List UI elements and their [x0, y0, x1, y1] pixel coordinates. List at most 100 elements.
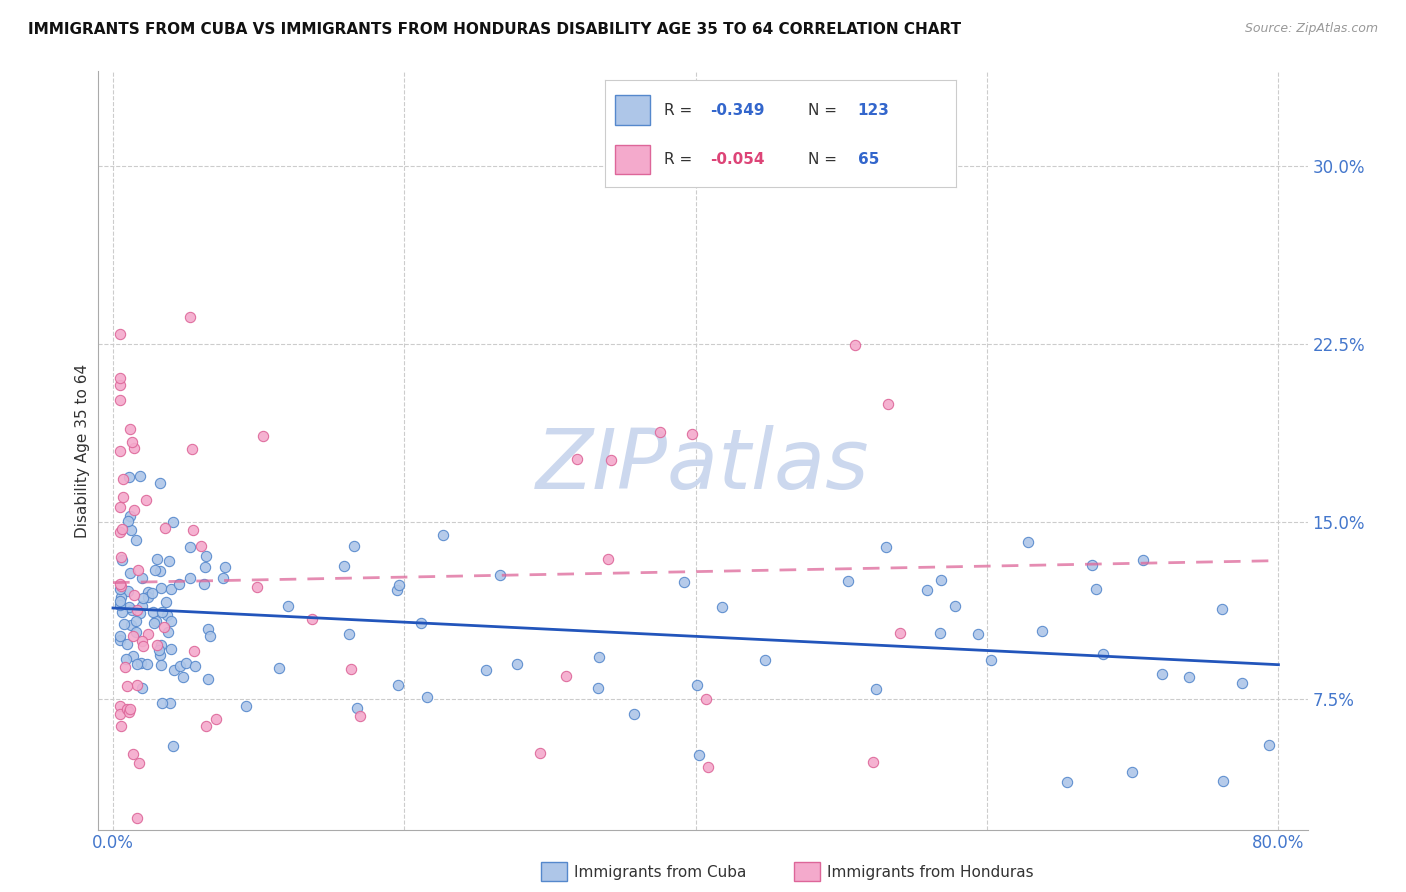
Text: 123: 123	[858, 103, 890, 118]
Point	[183, 643, 205, 657]
Point	[136, 627, 159, 641]
Point	[889, 626, 911, 640]
Point	[157, 553, 180, 567]
Point	[506, 657, 529, 672]
Point	[163, 663, 186, 677]
Point	[173, 670, 195, 684]
Point	[121, 629, 143, 643]
Point	[129, 468, 152, 483]
Point	[125, 614, 148, 628]
Point	[205, 713, 228, 727]
Point	[110, 706, 132, 721]
Point	[110, 577, 132, 591]
Point	[121, 603, 143, 617]
Point	[131, 571, 153, 585]
Point	[333, 558, 356, 573]
Point	[110, 632, 132, 647]
Point	[588, 681, 610, 696]
Point	[301, 611, 323, 625]
Point	[214, 560, 236, 574]
Point	[112, 617, 135, 632]
Point	[349, 709, 371, 723]
Point	[200, 629, 222, 643]
Point	[1031, 624, 1053, 638]
Text: -0.349: -0.349	[710, 103, 765, 118]
Point	[111, 605, 134, 619]
Point	[416, 690, 439, 704]
Point	[174, 656, 197, 670]
Point	[110, 719, 132, 733]
Point	[125, 624, 148, 639]
Point	[682, 426, 704, 441]
Point	[111, 522, 134, 536]
Point	[127, 678, 149, 692]
Point	[246, 580, 269, 594]
Point	[110, 629, 132, 643]
Point	[387, 678, 409, 692]
Point	[162, 516, 184, 530]
Point	[111, 552, 134, 566]
Point	[928, 626, 950, 640]
Point	[120, 618, 142, 632]
Point	[115, 702, 138, 716]
Point	[132, 639, 155, 653]
Text: N =: N =	[808, 152, 842, 167]
Point	[160, 582, 183, 596]
Point	[159, 696, 181, 710]
Text: R =: R =	[665, 103, 697, 118]
Point	[146, 552, 169, 566]
Point	[181, 523, 204, 537]
Point	[127, 811, 149, 825]
Point	[695, 691, 717, 706]
Point	[111, 472, 134, 486]
Point	[117, 470, 139, 484]
Point	[529, 746, 551, 760]
Point	[127, 563, 149, 577]
Point	[125, 533, 148, 547]
Point	[153, 620, 176, 634]
Point	[110, 590, 132, 604]
Point	[197, 672, 219, 686]
Point	[943, 599, 966, 613]
Point	[110, 444, 132, 458]
Point	[125, 603, 148, 617]
Point	[120, 422, 142, 436]
Point	[150, 657, 173, 672]
Point	[118, 566, 141, 580]
Point	[110, 371, 132, 385]
Point	[1178, 670, 1201, 684]
Point	[118, 702, 141, 716]
Point	[342, 540, 364, 554]
Point	[122, 442, 145, 456]
Point	[915, 582, 938, 597]
Point	[131, 591, 153, 605]
Point	[117, 514, 139, 528]
Point	[150, 605, 173, 619]
Point	[156, 624, 179, 639]
Point	[212, 571, 235, 585]
Point	[697, 760, 720, 774]
FancyBboxPatch shape	[616, 95, 650, 125]
Point	[1121, 764, 1143, 779]
Point	[1212, 774, 1234, 789]
Point	[252, 429, 274, 443]
Point	[346, 701, 368, 715]
Point	[120, 523, 142, 537]
Point	[967, 627, 990, 641]
Point	[929, 573, 952, 587]
Point	[110, 598, 132, 612]
Point	[110, 579, 132, 593]
Text: IMMIGRANTS FROM CUBA VS IMMIGRANTS FROM HONDURAS DISABILITY AGE 35 TO 64 CORRELA: IMMIGRANTS FROM CUBA VS IMMIGRANTS FROM …	[28, 22, 962, 37]
Point	[131, 681, 153, 695]
Point	[153, 521, 176, 535]
Point	[648, 425, 671, 440]
Point	[117, 584, 139, 599]
Point	[688, 747, 710, 762]
Point	[155, 595, 177, 609]
Point	[600, 453, 623, 467]
Point	[159, 642, 181, 657]
Point	[142, 605, 165, 619]
Point	[112, 490, 135, 504]
Point	[686, 678, 709, 692]
Point	[865, 681, 887, 696]
